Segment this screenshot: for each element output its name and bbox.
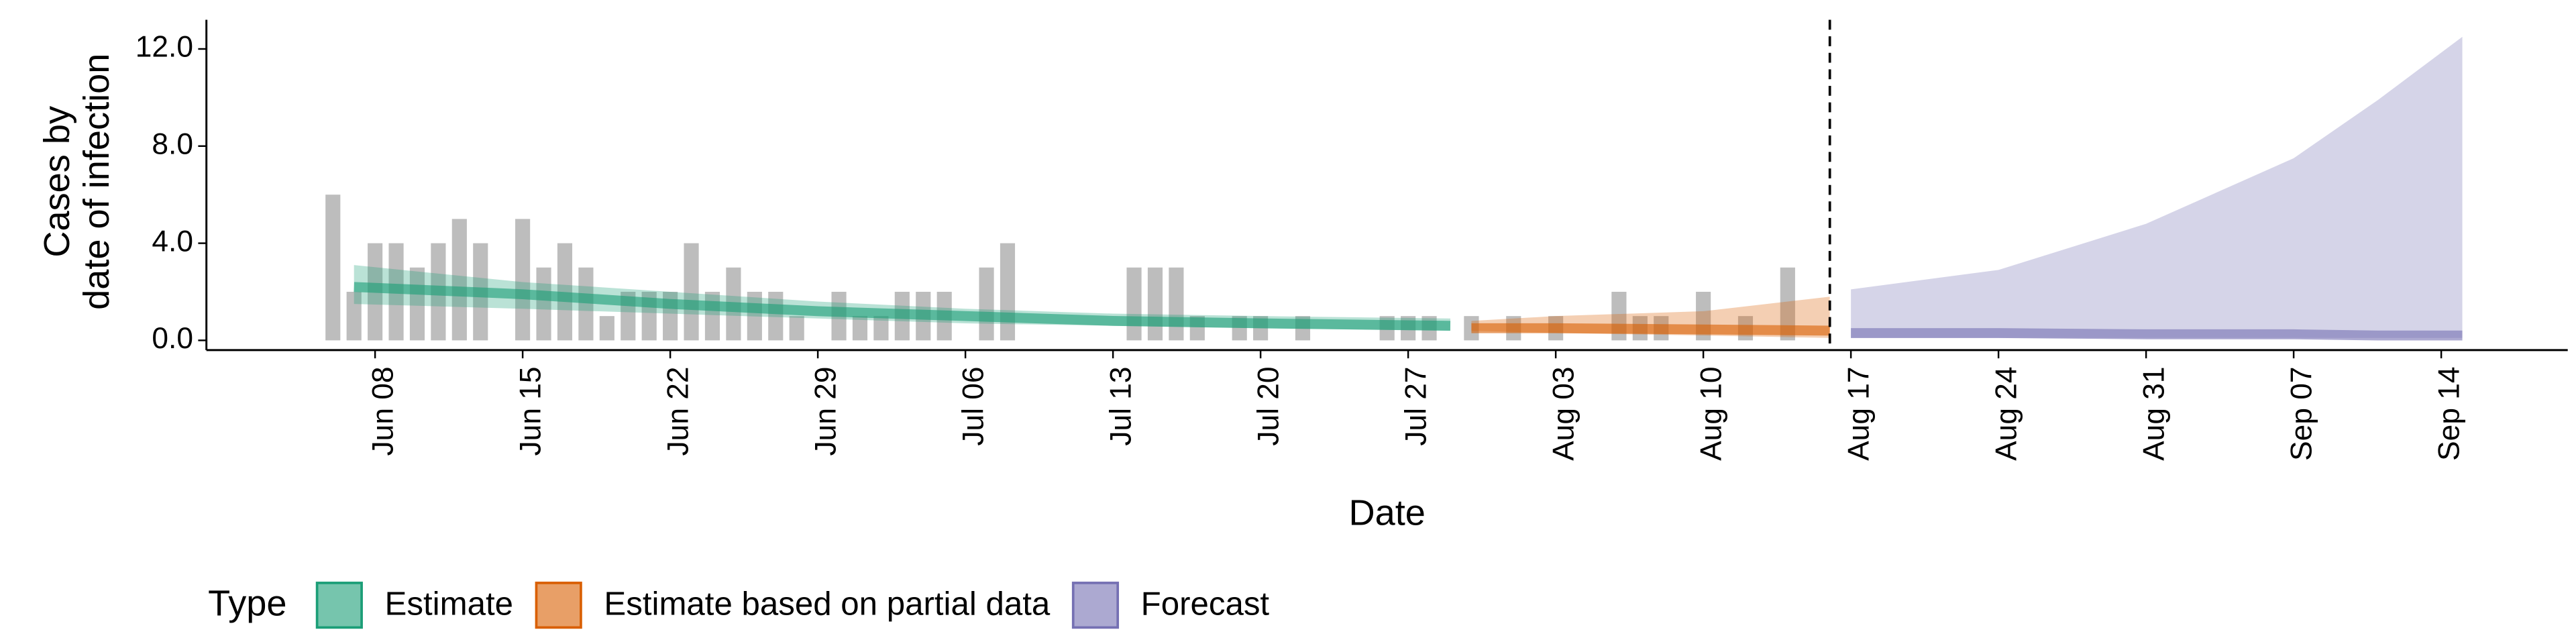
x-tick-label: Jun 22 — [662, 366, 695, 455]
case-bar — [852, 316, 868, 341]
case-bar — [1126, 267, 1142, 341]
case-bar — [768, 291, 784, 341]
y-axis-title: date of infection — [76, 54, 117, 310]
y-tick-label: 4.0 — [152, 225, 193, 258]
y-tick-label: 0.0 — [152, 322, 193, 355]
case-bar — [536, 267, 551, 341]
case-bar — [1780, 267, 1795, 341]
legend-label: Estimate based on partial data — [604, 585, 1050, 622]
case-bar — [578, 267, 594, 341]
median-line — [1851, 328, 2463, 341]
case-bar — [1147, 267, 1163, 341]
case-bar — [346, 291, 362, 341]
x-tick-label: Jul 13 — [1105, 366, 1138, 445]
x-tick-label: Aug 17 — [1843, 366, 1876, 460]
ribbon — [1851, 36, 2463, 338]
x-tick-label: Jun 08 — [367, 366, 400, 455]
x-tick-label: Aug 31 — [2138, 366, 2171, 460]
y-tick-label: 12.0 — [136, 31, 193, 64]
x-tick-label: Aug 24 — [1990, 366, 2023, 460]
case-bar — [1000, 243, 1016, 341]
case-bar — [451, 219, 467, 341]
legend-key — [1071, 582, 1120, 629]
case-bar — [1169, 267, 1184, 341]
x-tick-label: Jul 06 — [957, 366, 990, 445]
legend-label: Estimate — [385, 585, 513, 622]
case-bar — [979, 267, 994, 341]
x-tick-label: Aug 03 — [1548, 366, 1580, 460]
legend-title: Type — [208, 584, 286, 624]
x-tick-label: Sep 07 — [2286, 366, 2318, 460]
y-tick-label: 8.0 — [152, 127, 193, 160]
case-bar — [325, 195, 341, 341]
case-bar — [789, 316, 804, 341]
x-tick-label: Jun 29 — [810, 366, 843, 455]
case-bar — [684, 243, 699, 341]
legend-key — [315, 582, 363, 629]
case-bar — [515, 219, 531, 341]
x-tick-label: Jun 15 — [515, 366, 547, 455]
x-tick-label: Sep 14 — [2433, 366, 2466, 460]
x-axis-title: Date — [1349, 492, 1426, 533]
x-tick-label: Aug 10 — [1695, 366, 1728, 460]
x-tick-label: Jul 20 — [1252, 366, 1285, 445]
y-axis-title: Cases by — [37, 106, 77, 258]
case-bar — [873, 316, 889, 341]
median-line — [354, 282, 1451, 331]
median-line — [1471, 323, 1830, 336]
case-bar — [599, 316, 614, 341]
x-tick-label: Jul 27 — [1400, 366, 1433, 445]
legend-key — [535, 582, 582, 629]
case-bar — [557, 243, 573, 341]
legend-label: Forecast — [1141, 585, 1270, 622]
